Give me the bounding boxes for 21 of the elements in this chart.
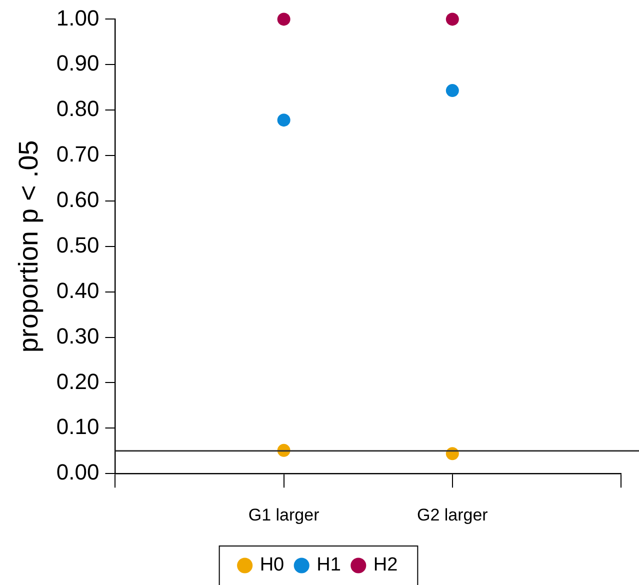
y-tick-label: 0.00: [56, 460, 100, 485]
y-tick-label: 0.80: [56, 96, 100, 122]
x-tick-label: G2 larger: [416, 505, 488, 524]
y-tick-label: 0.50: [56, 232, 100, 258]
legend-label: H0: [260, 554, 284, 576]
y-tick-label: 0.70: [56, 142, 100, 167]
x-tick-label: G1 larger: [248, 505, 320, 524]
y-axis-title: proportion p < .05: [14, 140, 44, 353]
legend-label: H2: [373, 554, 398, 576]
y-tick-label: 1.00: [56, 5, 100, 30]
point: [277, 12, 290, 26]
y-tick-label: 0.90: [56, 50, 100, 76]
y-tick-label: 0.30: [56, 323, 100, 348]
point: [277, 114, 290, 127]
y-tick-label: 0.40: [56, 278, 100, 303]
point: [446, 84, 459, 98]
y-tick-label: 0.20: [56, 368, 100, 394]
y-tick-label: 0.10: [56, 414, 100, 440]
point: [446, 12, 459, 26]
legend-label: H1: [316, 554, 341, 576]
y-tick-label: 0.60: [56, 187, 100, 212]
